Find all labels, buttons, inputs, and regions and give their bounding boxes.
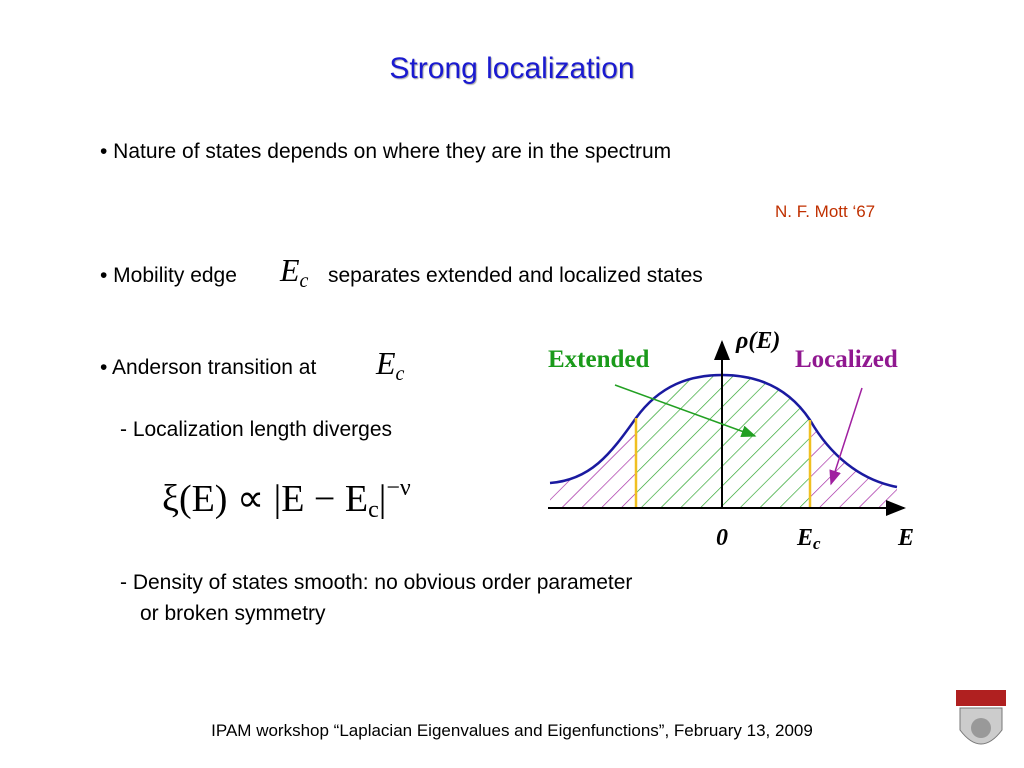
bullet-text: separates extended and localized states: [328, 264, 703, 287]
subscript: c: [813, 534, 821, 553]
footer: IPAM workshop “Laplacian Eigenvalues and…: [211, 721, 813, 740]
bullet: • Anderson transition at: [100, 356, 317, 379]
logo: [956, 690, 1006, 745]
y-axis-label: ρ(E): [735, 328, 780, 354]
citation: N. F. Mott ‘67: [775, 202, 876, 221]
math-symbol: Ec: [280, 252, 308, 293]
symbol: E: [796, 525, 813, 551]
formula-subscript: c: [368, 497, 379, 523]
arrow: [614, 384, 757, 438]
subscript: c: [395, 363, 405, 385]
extended-label: Extended: [548, 346, 650, 373]
subscript: c: [299, 270, 309, 292]
formula: ξ(E) ∝ |E − Ec|−ν: [162, 475, 411, 524]
edge-label: Ec: [796, 525, 821, 553]
arrow: [829, 387, 863, 486]
sub-point: - Localization length diverges: [120, 418, 392, 441]
origin-label: 0: [716, 525, 728, 551]
bullet: • Nature of states depends on where they…: [100, 140, 672, 163]
formula-main: ξ(E) ∝ |E − E: [162, 478, 369, 520]
formula-superscript: −ν: [386, 475, 411, 501]
symbol: E: [280, 252, 300, 288]
sub-point: or broken symmetry: [140, 602, 326, 625]
math-symbol: Ec: [376, 345, 404, 386]
bullet: • Mobility edge: [100, 264, 237, 287]
localized-label: Localized: [795, 346, 898, 373]
formula-close: |: [378, 478, 387, 520]
x-axis-label: E: [897, 525, 914, 551]
symbol: E: [376, 345, 396, 381]
slide-title: Strong localization: [389, 52, 635, 85]
sub-point: - Density of states smooth: no obvious o…: [120, 571, 633, 594]
